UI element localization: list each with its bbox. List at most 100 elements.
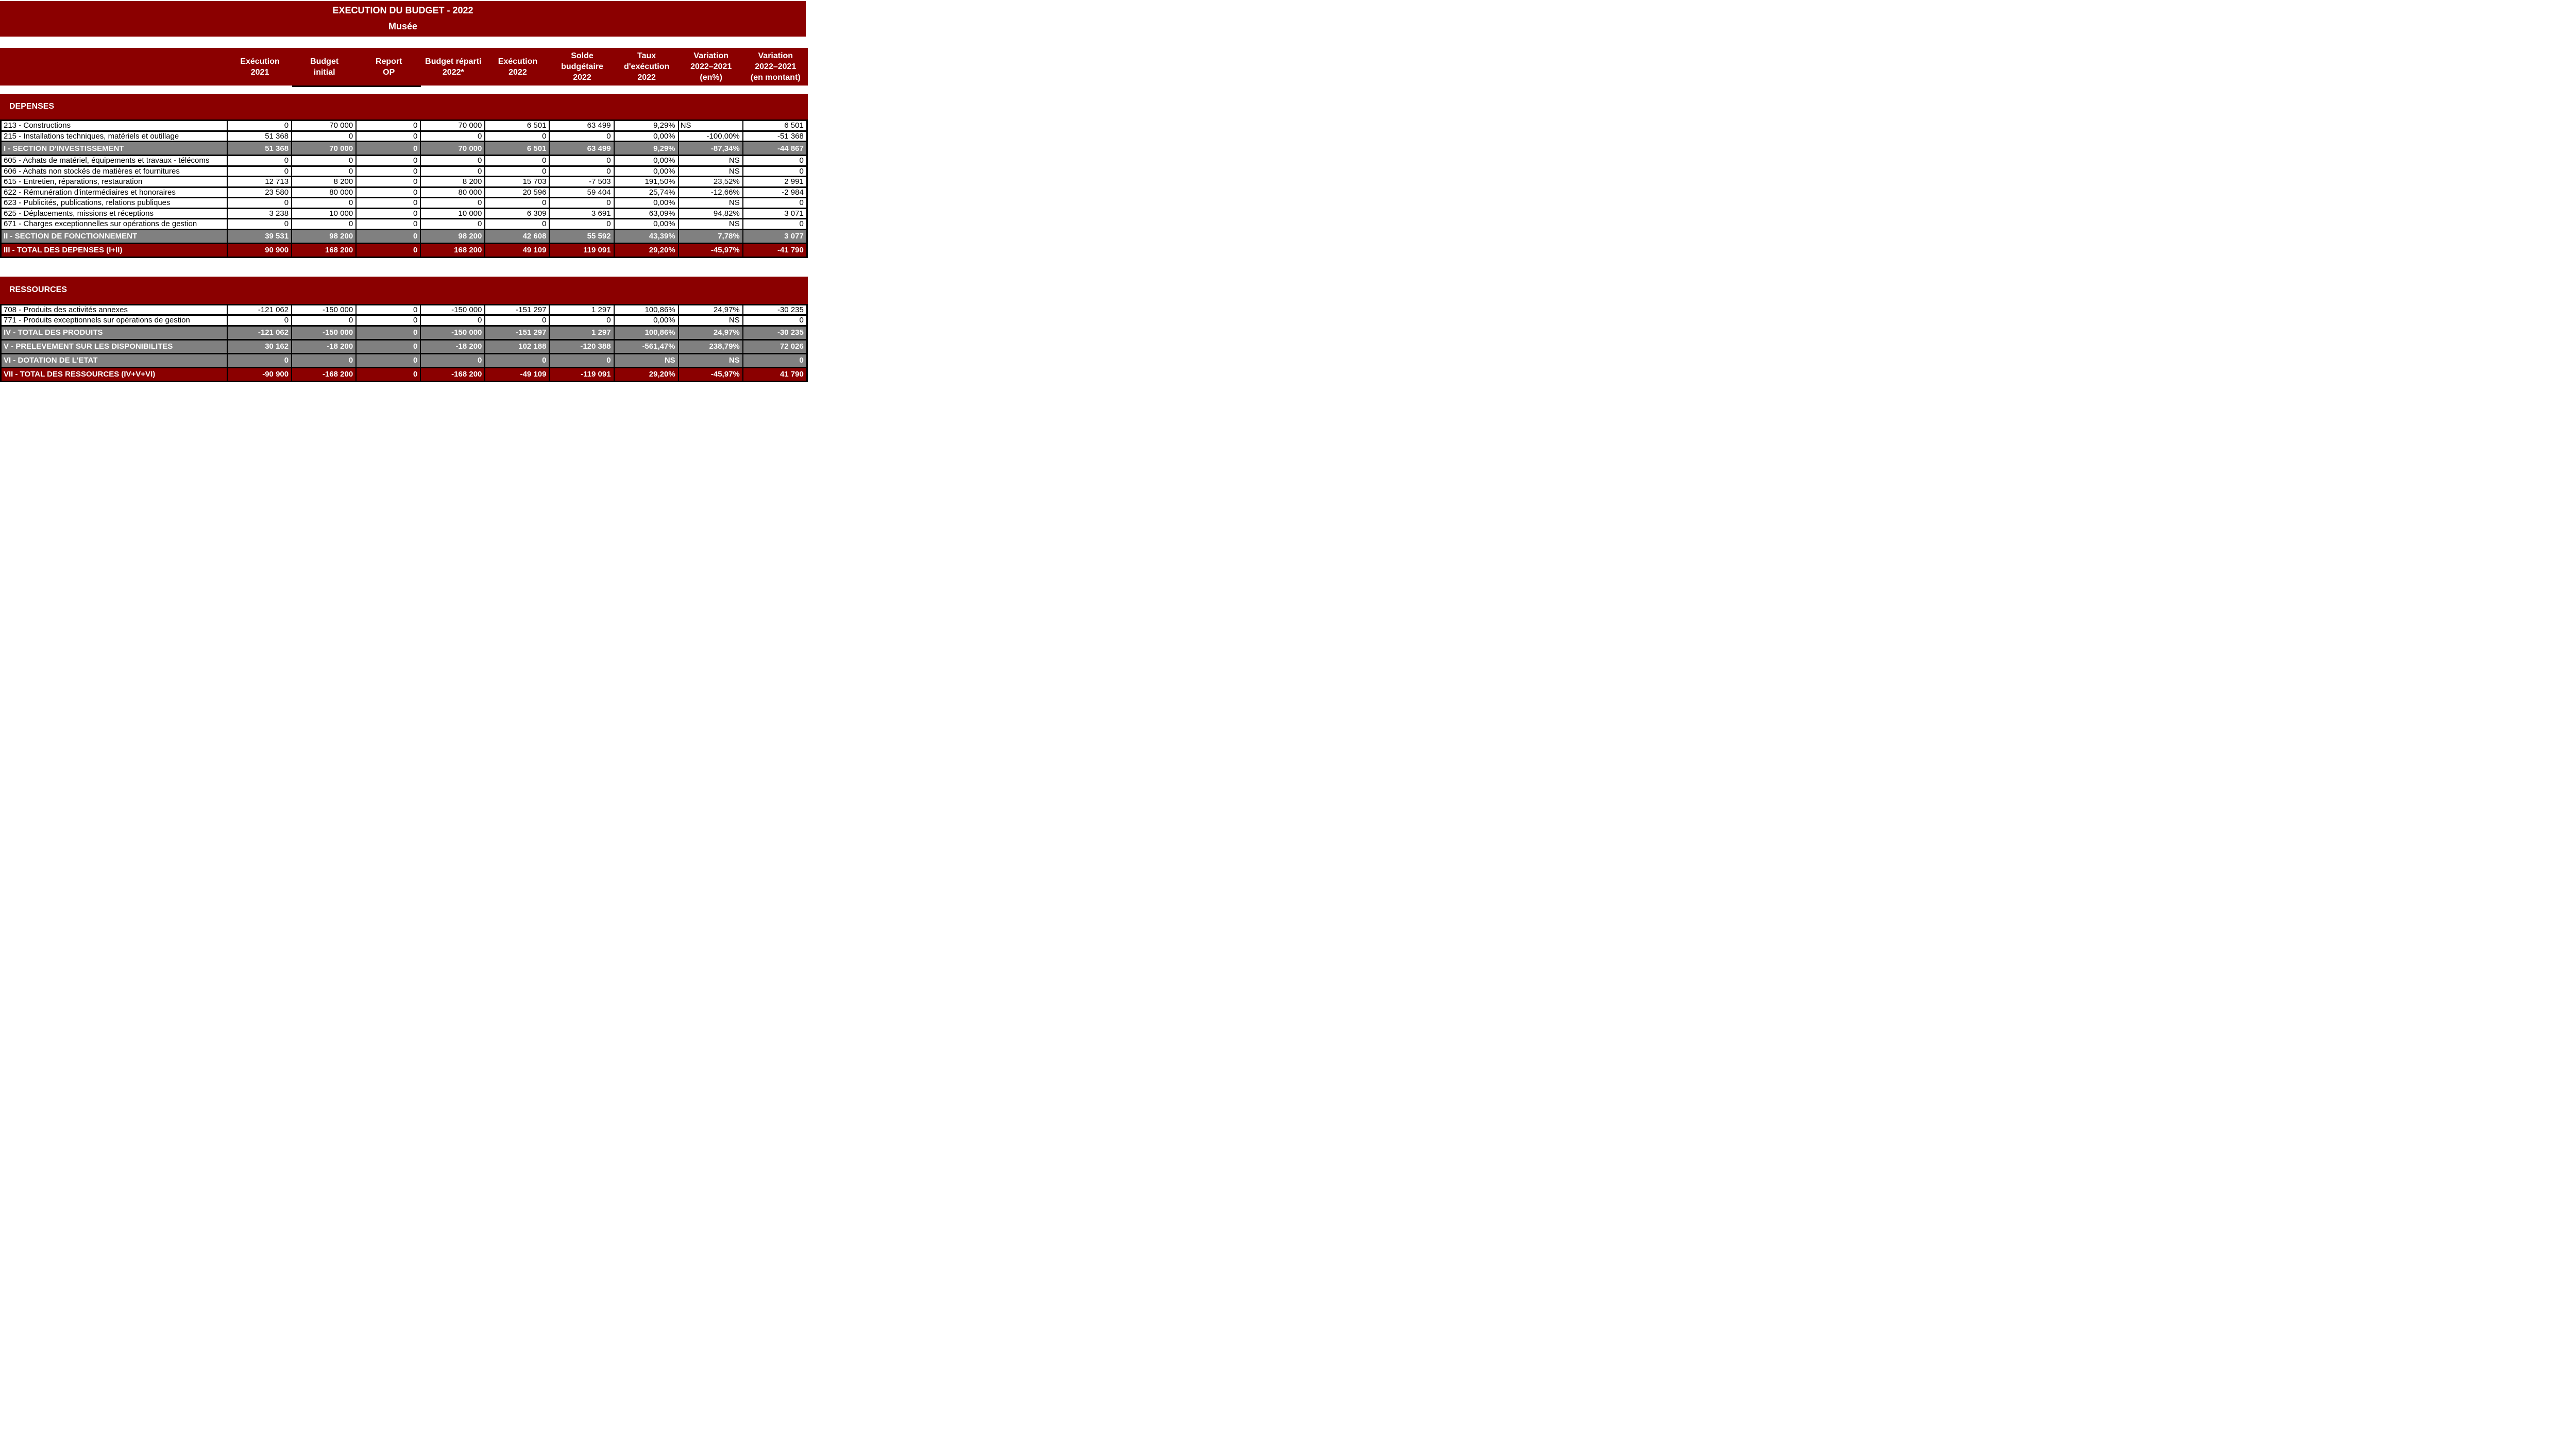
cell-report-op: 0 xyxy=(357,177,421,186)
cell-solde-budgetaire-2022: 63 499 xyxy=(550,142,615,155)
cell-budget-reparti-2022: 0 xyxy=(421,219,486,229)
cell-variation-2022-2021-montant: 41 790 xyxy=(743,368,808,381)
row-label: II - SECTION DE FONCTIONNEMENT xyxy=(0,230,228,243)
cell-solde-budgetaire-2022: -119 091 xyxy=(550,368,615,381)
cell-taux-execution-2022: 25,74% xyxy=(615,187,679,197)
cell-execution-2021: -121 062 xyxy=(228,326,293,339)
column-header-spacer xyxy=(0,48,228,86)
cell-variation-2022-2021-montant: 72 026 xyxy=(743,340,808,353)
table-row: 605 - Achats de matériel, équipements et… xyxy=(0,156,808,167)
row-label: 605 - Achats de matériel, équipements et… xyxy=(0,156,228,165)
cell-solde-budgetaire-2022: -120 388 xyxy=(550,340,615,353)
cell-variation-2022-2021-pct: 94,82% xyxy=(679,209,743,218)
column-header-line: Exécution xyxy=(498,57,538,66)
cell-taux-execution-2022: 100,86% xyxy=(615,326,679,339)
budget-execution-report: EXECUTION DU BUDGET - 2022 Musée Exécuti… xyxy=(0,1,808,382)
cell-budget-reparti-2022: 0 xyxy=(421,166,486,176)
cell-variation-2022-2021-pct: 7,78% xyxy=(679,230,743,243)
cell-variation-2022-2021-montant: 0 xyxy=(743,219,808,229)
cell-taux-execution-2022: 63,09% xyxy=(615,209,679,218)
cell-solde-budgetaire-2022: 1 297 xyxy=(550,305,615,314)
cell-variation-2022-2021-montant: 0 xyxy=(743,354,808,367)
cell-execution-2022: 15 703 xyxy=(485,177,550,186)
cell-solde-budgetaire-2022: 0 xyxy=(550,219,615,229)
cell-budget-initial: -18 200 xyxy=(292,340,357,353)
cell-execution-2022: 102 188 xyxy=(485,340,550,353)
cell-execution-2021: 0 xyxy=(228,166,293,176)
column-header-variation-2022-2021-pct: Variation 2022–2021 (en%) xyxy=(679,48,743,86)
row-label: 215 - Installations techniques, matériel… xyxy=(0,131,228,141)
table-row: II - SECTION DE FONCTIONNEMENT 39 531 98 2… xyxy=(0,230,808,244)
cell-variation-2022-2021-pct: NS xyxy=(679,198,743,208)
cell-variation-2022-2021-montant: -2 984 xyxy=(743,187,808,197)
table-row: IV - TOTAL DES PRODUITS -121 062 -150 000 0… xyxy=(0,326,808,340)
column-header-line: 2022–2021 xyxy=(690,62,732,71)
cell-solde-budgetaire-2022: 3 691 xyxy=(550,209,615,218)
cell-variation-2022-2021-pct: NS xyxy=(679,354,743,367)
cell-report-op: 0 xyxy=(357,368,421,381)
row-label: 213 - Constructions xyxy=(0,121,228,130)
table-row: VI - DOTATION DE L'ETAT 0 0 0 0 0 0 NS NS 0 xyxy=(0,354,808,368)
cell-budget-reparti-2022: 0 xyxy=(421,156,486,165)
column-header-line: Report xyxy=(375,57,402,66)
column-header-line: Budget réparti xyxy=(425,57,482,66)
cell-solde-budgetaire-2022: 0 xyxy=(550,156,615,165)
cell-variation-2022-2021-pct: NS xyxy=(679,316,743,325)
cell-variation-2022-2021-montant: 0 xyxy=(743,156,808,165)
cell-budget-reparti-2022: 10 000 xyxy=(421,209,486,218)
cell-budget-reparti-2022: -18 200 xyxy=(421,340,486,353)
row-label: 708 - Produits des activités annexes xyxy=(0,305,228,314)
cell-report-op: 0 xyxy=(357,340,421,353)
row-label: IV - TOTAL DES PRODUITS xyxy=(0,326,228,339)
cell-execution-2022: 0 xyxy=(485,166,550,176)
cell-execution-2021: 51 368 xyxy=(228,142,293,155)
cell-budget-initial: 10 000 xyxy=(292,209,357,218)
table-row: 213 - Constructions 0 70 000 0 70 000 6 501 63… xyxy=(0,121,808,132)
cell-budget-initial: 0 xyxy=(292,354,357,367)
cell-budget-reparti-2022: 0 xyxy=(421,316,486,325)
column-header-line: 2022 xyxy=(573,73,591,82)
cell-variation-2022-2021-montant: 3 077 xyxy=(743,230,808,243)
cell-budget-initial: 8 200 xyxy=(292,177,357,186)
cell-execution-2022: 20 596 xyxy=(485,187,550,197)
cell-variation-2022-2021-pct: -100,00% xyxy=(679,131,743,141)
cell-solde-budgetaire-2022: -7 503 xyxy=(550,177,615,186)
table-row: V - PRELEVEMENT SUR LES DISPONIBILITES 30… xyxy=(0,340,808,354)
row-label: V - PRELEVEMENT SUR LES DISPONIBILITES xyxy=(0,340,228,353)
cell-taux-execution-2022: 29,20% xyxy=(615,368,679,381)
cell-budget-initial: 0 xyxy=(292,131,357,141)
column-header-execution-2021: Exécution 2021 xyxy=(228,48,292,86)
column-header-line: 2022 xyxy=(509,67,527,77)
cell-budget-initial: 0 xyxy=(292,166,357,176)
cell-variation-2022-2021-pct: NS xyxy=(679,166,743,176)
cell-execution-2022: -151 297 xyxy=(485,326,550,339)
column-header-line: 2022* xyxy=(442,67,464,77)
row-label: 771 - Produits exceptionnels sur opérati… xyxy=(0,316,228,325)
table-row: I - SECTION D'INVESTISSEMENT 51 368 70 000… xyxy=(0,142,808,156)
cell-execution-2021: 0 xyxy=(228,316,293,325)
cell-report-op: 0 xyxy=(357,244,421,257)
cell-variation-2022-2021-montant: -44 867 xyxy=(743,142,808,155)
cell-budget-reparti-2022: 8 200 xyxy=(421,177,486,186)
cell-taux-execution-2022: 9,29% xyxy=(615,142,679,155)
cell-execution-2022: 0 xyxy=(485,316,550,325)
cell-execution-2021: 0 xyxy=(228,198,293,208)
cell-budget-initial: 168 200 xyxy=(292,244,357,257)
cell-solde-budgetaire-2022: 119 091 xyxy=(550,244,615,257)
cell-solde-budgetaire-2022: 55 592 xyxy=(550,230,615,243)
column-header-line: 2022–2021 xyxy=(755,62,796,71)
page-subtitle: Musée xyxy=(388,21,418,31)
cell-variation-2022-2021-pct: -45,97% xyxy=(679,368,743,381)
cell-variation-2022-2021-pct: NS xyxy=(679,156,743,165)
cell-budget-initial: 70 000 xyxy=(292,121,357,130)
column-header-line: budgétaire xyxy=(561,62,603,71)
cell-execution-2021: 12 713 xyxy=(228,177,293,186)
section-ressources: RESSOURCES 708 - Produits des activités a… xyxy=(0,276,808,382)
cell-budget-initial: 0 xyxy=(292,156,357,165)
section-depenses: DEPENSES 213 - Constructions 0 70 000 0 70 00… xyxy=(0,94,808,258)
cell-report-op: 0 xyxy=(357,209,421,218)
cell-budget-reparti-2022: 0 xyxy=(421,354,486,367)
cell-taux-execution-2022: 29,20% xyxy=(615,244,679,257)
row-label: VII - TOTAL DES RESSOURCES (IV+V+VI) xyxy=(0,368,228,381)
column-header-line: 2022 xyxy=(637,73,656,82)
